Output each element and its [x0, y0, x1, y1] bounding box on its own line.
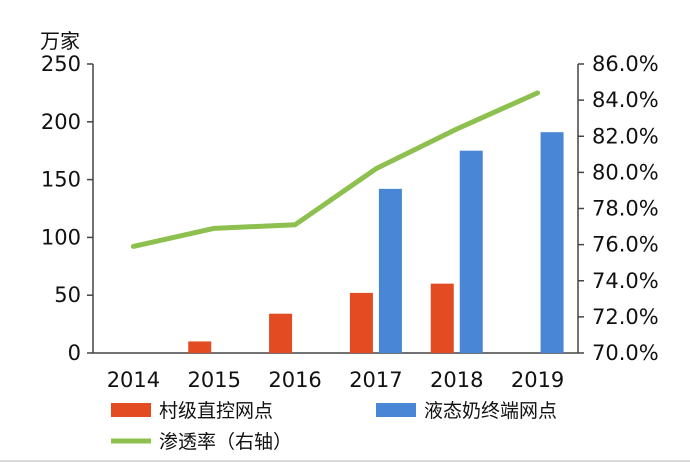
y-axis-left-tick-label: 50: [54, 283, 81, 307]
x-axis-tick-label: 2019: [511, 368, 564, 392]
bar-village-outlet: [269, 313, 293, 353]
bar-liquid-milk-outlet: [378, 188, 402, 353]
x-axis-tick-label: 2017: [349, 368, 402, 392]
legend-swatch: [376, 403, 416, 417]
x-axis-tick-label: 2014: [107, 368, 160, 392]
y-axis-right-tick-label: 86.0%: [592, 52, 659, 76]
y-axis-right-tick-label: 82.0%: [592, 124, 659, 148]
x-axis-tick-label: 2018: [430, 368, 483, 392]
legend-label: 渗透率（右轴）: [159, 431, 292, 453]
y-axis-right-tick-label: 78.0%: [592, 197, 659, 221]
y-axis-right-tick-label: 72.0%: [592, 305, 659, 329]
bar-village-outlet: [349, 292, 373, 353]
y-axis-right-tick-label: 84.0%: [592, 88, 659, 112]
y-axis-left-tick-label: 100: [41, 225, 81, 249]
x-axis-tick-label: 2015: [188, 368, 241, 392]
legend-swatch: [111, 403, 151, 417]
y-axis-unit-label: 万家: [40, 29, 80, 53]
y-axis-right-tick-label: 70.0%: [592, 341, 659, 365]
bars: [188, 132, 564, 353]
penetration-line-group: [130, 90, 541, 249]
x-axis-tick-label: 2016: [268, 368, 321, 392]
bar-liquid-milk-outlet: [459, 150, 483, 353]
penetration-rate-line: [130, 90, 541, 249]
axes: 0 50 100 150 200 250 70.0% 72.0% 74.0% 76.0% 78.0%…: [41, 52, 659, 392]
y-axis-left-tick-label: 250: [41, 52, 81, 76]
bar-village-outlet: [430, 283, 454, 353]
bar-village-outlet: [188, 341, 212, 353]
legend-label: 村级直控网点: [159, 400, 273, 422]
y-axis-right-tick-label: 80.0%: [592, 160, 659, 184]
y-axis-right-tick-label: 76.0%: [592, 233, 659, 257]
y-axis-right-tick-label: 74.0%: [592, 269, 659, 293]
legend-label: 液态奶终端网点: [424, 400, 557, 422]
bar-liquid-milk-outlet: [540, 132, 564, 353]
y-axis-left-tick-label: 200: [41, 110, 81, 134]
y-axis-left-tick-label: 150: [41, 168, 81, 192]
y-axis-left-tick-label: 0: [68, 341, 81, 365]
